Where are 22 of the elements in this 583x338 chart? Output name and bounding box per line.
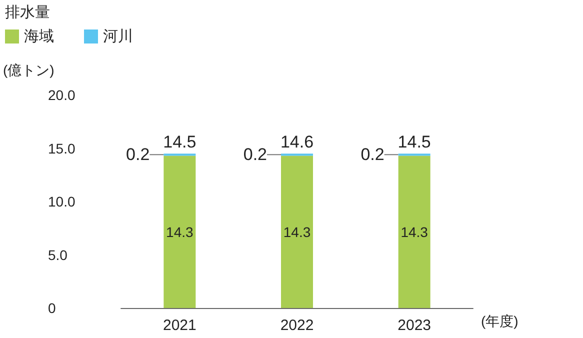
y-tick-label: 15.0 [48, 140, 76, 156]
y-tick-label: 0 [48, 300, 56, 316]
data-label: 0.2 [360, 145, 384, 164]
legend-label: 河川 [103, 28, 133, 45]
y-tick-label: 5.0 [48, 246, 68, 263]
data-label: 0.2 [243, 145, 267, 164]
x-tick-label: 2021 [162, 317, 196, 334]
y-tick-label: 20.0 [48, 87, 76, 103]
data-label: 14.3 [400, 224, 428, 240]
data-label: 14.3 [283, 224, 311, 240]
y-tick-label: 10.0 [48, 194, 76, 210]
x-tick-label: 2023 [398, 317, 432, 334]
x-tick-label: 2022 [280, 317, 314, 334]
total-label: 14.6 [280, 132, 314, 152]
total-label: 14.5 [398, 132, 431, 152]
y-axis-title: (億トン) [3, 62, 54, 78]
data-label: 0.2 [126, 145, 150, 164]
data-label: 14.3 [166, 224, 194, 240]
legend-label: 海域 [24, 28, 54, 45]
chart-title: 排水量 [5, 4, 50, 21]
total-label: 14.5 [163, 132, 196, 152]
x-axis-title: (年度) [481, 313, 518, 329]
